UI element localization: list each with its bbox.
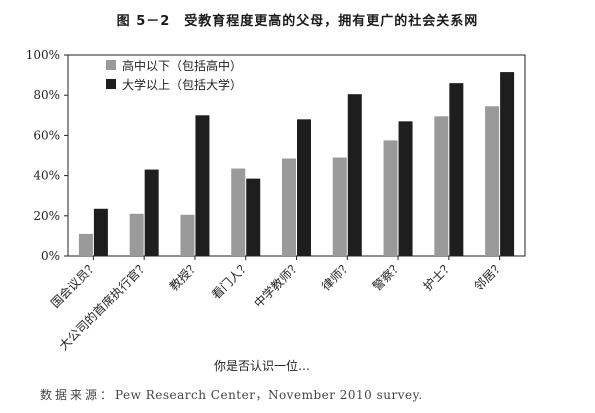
y-tick-label: 100% <box>26 48 60 62</box>
bar-college <box>144 169 159 256</box>
bar-college <box>246 178 261 256</box>
legend-label: 高中以下（包括高中） <box>122 58 242 73</box>
y-tick-label: 20% <box>33 209 60 223</box>
source-note: 数据来源：Pew Research Center，November 2010 s… <box>40 386 423 403</box>
bar-high-school <box>129 213 144 256</box>
legend-swatch <box>106 79 116 89</box>
bar-college <box>297 119 311 256</box>
y-tick-label: 80% <box>33 88 60 102</box>
x-axis-label: 你是否认识一位… <box>214 358 310 373</box>
figure-title: 图 5－2 受教育程度更高的父母，拥有更广的社会关系网 <box>0 10 595 29</box>
x-tick-label: 律师？ <box>319 258 354 293</box>
legend-label: 大学以上（包括大学） <box>122 77 242 92</box>
x-tick-label: 中学教师？ <box>251 258 304 311</box>
legend-swatch <box>106 60 116 70</box>
bar-college <box>195 115 210 256</box>
bar-college <box>449 83 464 256</box>
bar-college <box>93 208 108 256</box>
bar-high-school <box>78 233 93 256</box>
bar-high-school <box>282 158 296 256</box>
bar-high-school <box>231 168 246 256</box>
x-tick-label: 邻居？ <box>471 258 506 293</box>
x-tick-label: 教授？ <box>166 258 202 294</box>
x-tick-label: 警察？ <box>369 258 405 294</box>
x-tick-label: 大公司的首席执行官？ <box>56 258 151 353</box>
bar-high-school <box>434 116 449 257</box>
bar-high-school <box>485 106 500 256</box>
x-tick-label: 护士？ <box>421 258 456 293</box>
bar-high-school <box>332 157 347 256</box>
figure-number: 图 5－2 <box>116 14 171 29</box>
source-text: Pew Research Center，November 2010 survey… <box>115 388 423 402</box>
x-tick-label: 看门人？ <box>208 258 253 303</box>
y-tick-label: 0% <box>41 249 60 263</box>
figure-title-text: 受教育程度更高的父母，拥有更广的社会关系网 <box>184 14 479 29</box>
y-tick-label: 40% <box>33 169 60 183</box>
x-tick-label: 国会议员？ <box>48 258 100 310</box>
bar-high-school <box>383 140 398 256</box>
bar-high-school <box>180 214 195 256</box>
bar-college <box>500 72 515 257</box>
y-tick-label: 60% <box>33 128 60 142</box>
bar-college <box>347 94 362 256</box>
source-label: 数据来源： <box>40 388 116 402</box>
bar-college <box>398 121 413 256</box>
